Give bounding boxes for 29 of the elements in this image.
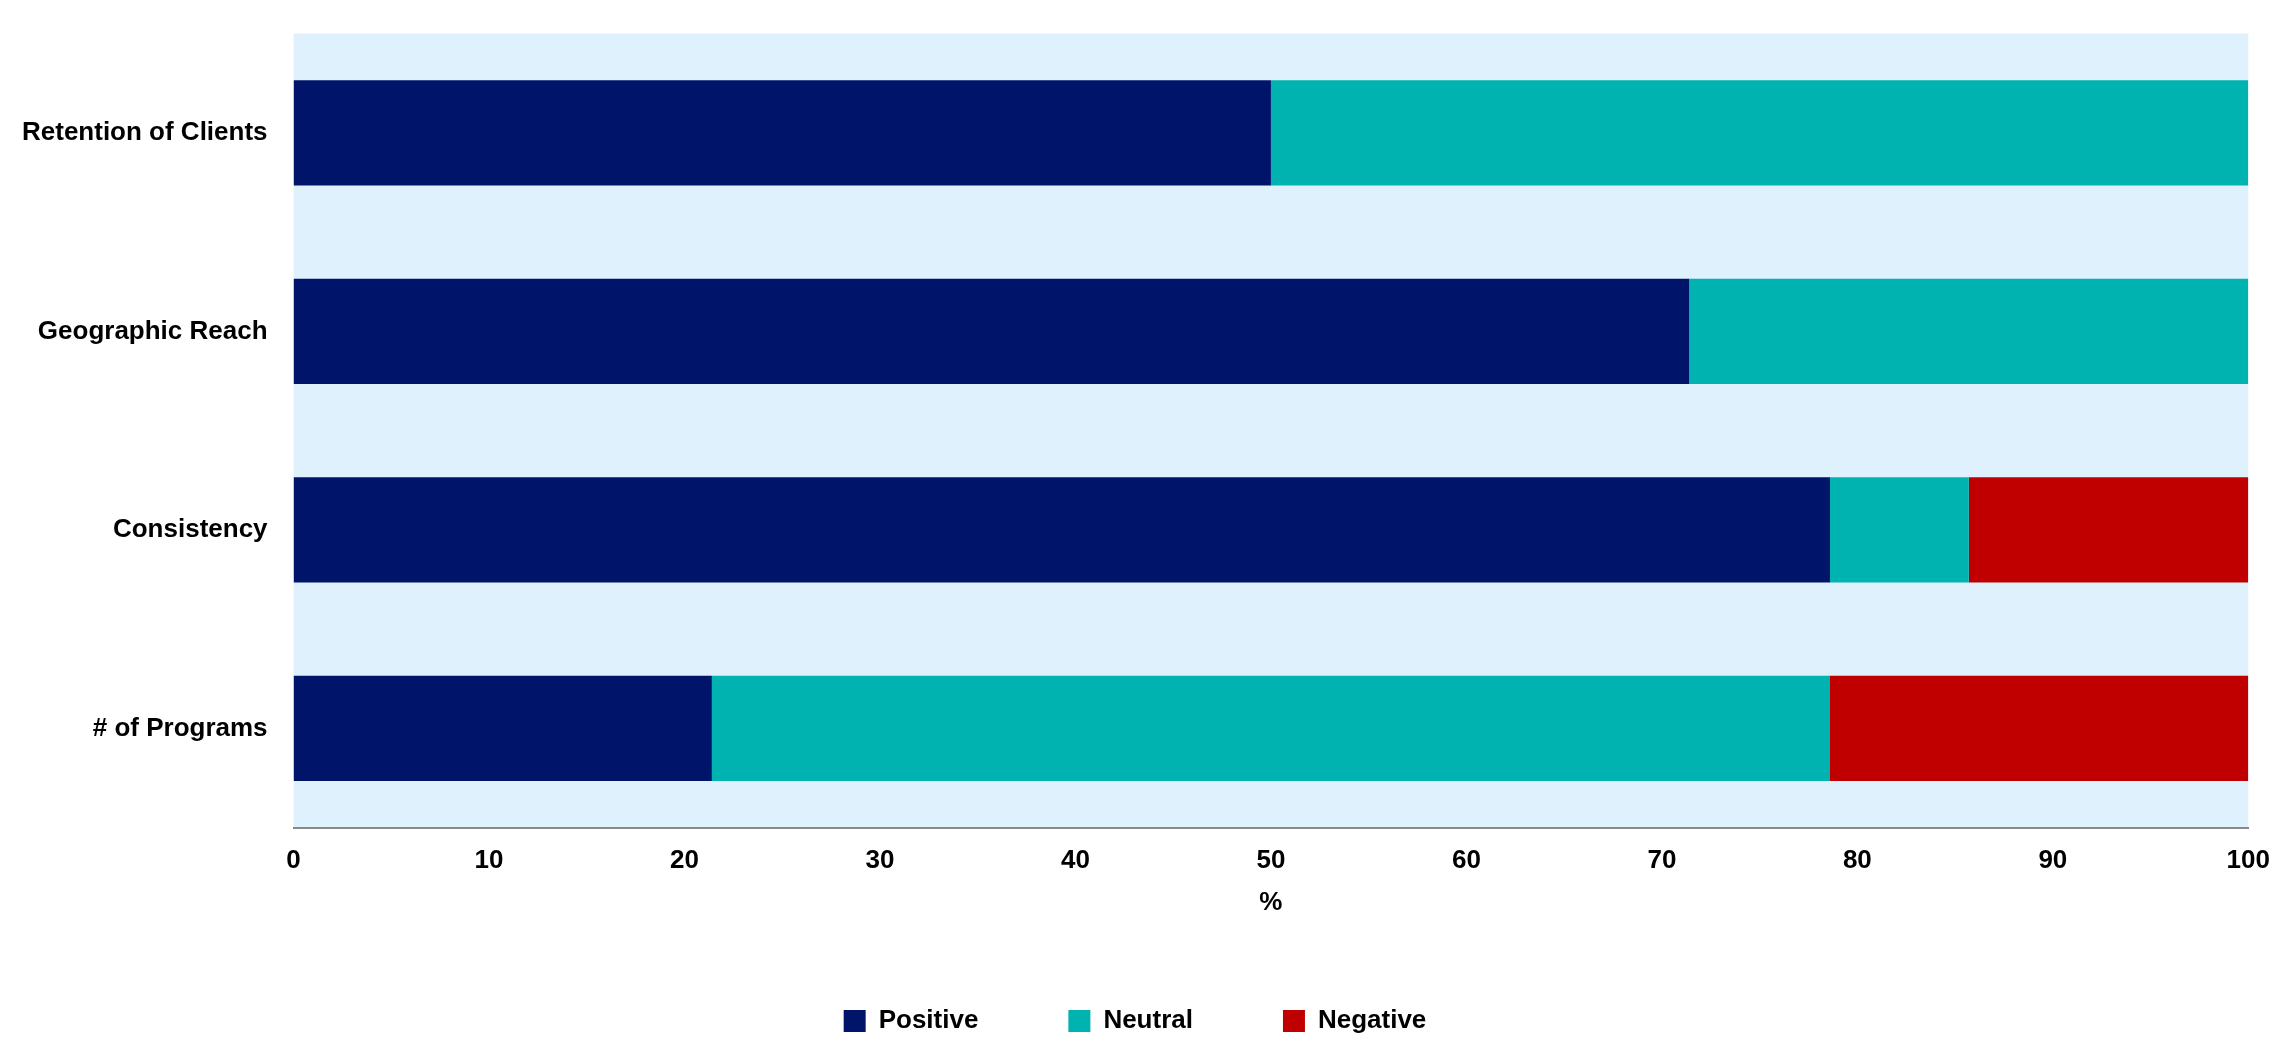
bar [1270, 80, 2249, 186]
x-tick-label: 40 [1060, 844, 1090, 875]
x-tick-label: 0 [286, 844, 301, 875]
x-tick-label: 90 [2038, 844, 2068, 875]
x-tick-label: 100 [2226, 844, 2271, 875]
x-tick-label: 80 [1842, 844, 1872, 875]
x-tick-label: 70 [1647, 844, 1677, 875]
y-tick-label: Consistency [112, 513, 269, 544]
x-tick-label: 50 [1256, 844, 1286, 875]
legend-label: Positive [878, 1004, 979, 1035]
bar [293, 278, 1690, 384]
x-tick-label: 60 [1451, 844, 1481, 875]
x-tick-label: 10 [474, 844, 504, 875]
x-tick-label: 20 [670, 844, 699, 875]
bar [711, 675, 1830, 781]
bar [293, 80, 1271, 186]
bar [293, 675, 712, 781]
y-tick-label: # of Programs [92, 711, 268, 742]
bar [1829, 675, 2249, 781]
legend-label: Negative [1317, 1004, 1427, 1035]
bar [293, 477, 1830, 583]
bar [1829, 477, 1969, 583]
bar [1968, 477, 2249, 583]
x-axis-title: % [1259, 885, 1283, 916]
legend-label: Neutral [1103, 1004, 1193, 1035]
x-tick-label: 30 [865, 844, 895, 875]
y-tick-label: Geographic Reach [37, 314, 268, 345]
y-tick-label: Retention of Clients [21, 116, 268, 147]
bar [1689, 278, 2249, 384]
